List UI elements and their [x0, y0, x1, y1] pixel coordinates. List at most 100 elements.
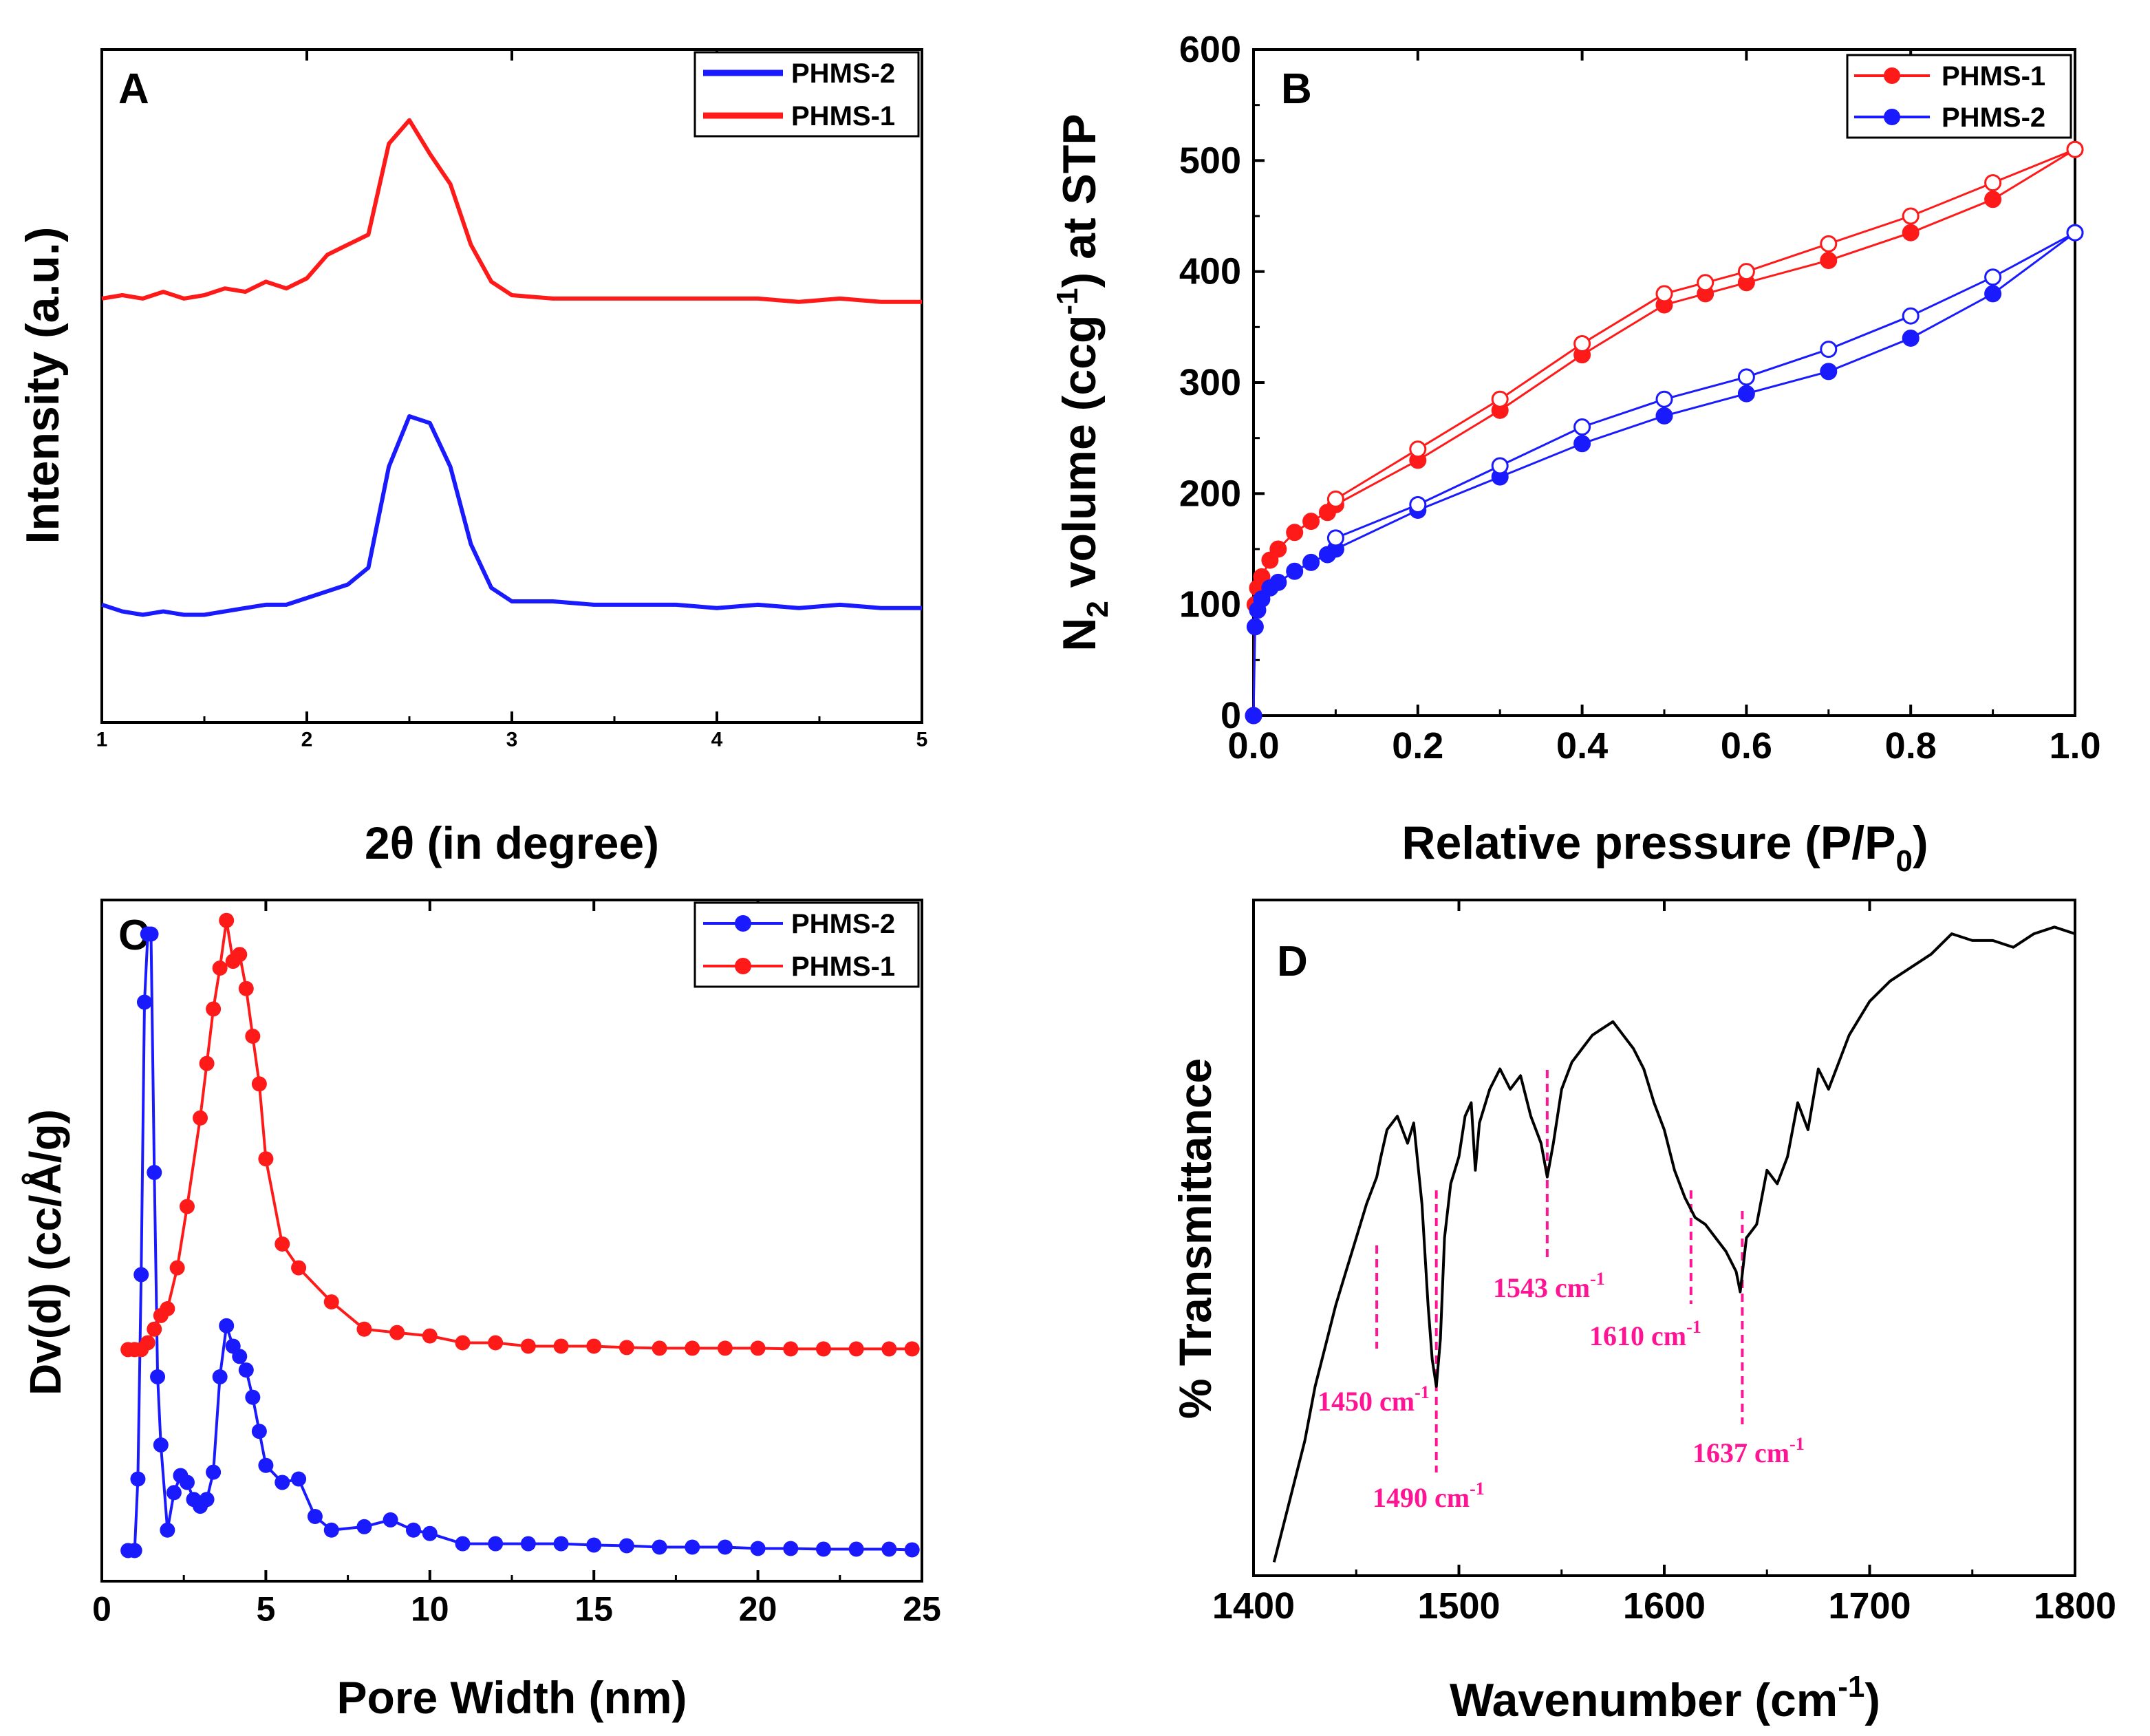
data-point	[1269, 573, 1287, 591]
data-point	[1655, 407, 1673, 425]
data-point	[553, 1536, 569, 1552]
series-line	[1335, 148, 2076, 500]
data-point	[405, 1522, 421, 1538]
data-point	[133, 1267, 149, 1283]
data-point	[258, 1151, 274, 1167]
x-tick-label: 1500	[1417, 1585, 1500, 1627]
annotation-label: 1490 cm-1	[1373, 1479, 1485, 1513]
data-point	[1737, 385, 1755, 403]
panel-d-x-axis-title-end: )	[1864, 1674, 1880, 1726]
data-point	[1286, 562, 1304, 580]
x-tick-label: 0.2	[1392, 725, 1443, 767]
panel-a-legend-box	[694, 51, 920, 138]
data-point	[291, 1260, 307, 1276]
data-point	[717, 1340, 733, 1356]
data-point	[1737, 368, 1755, 386]
data-point	[143, 926, 159, 942]
x-tick-label: 5	[916, 729, 928, 751]
x-tick-label: 1	[96, 729, 108, 751]
panel-a-label: A	[118, 65, 149, 113]
legend-label-phms-2: PHMS-2	[1942, 103, 2045, 133]
data-point	[652, 1340, 667, 1356]
data-point	[258, 1457, 274, 1473]
data-point	[219, 1318, 235, 1333]
x-tick-label: 1700	[1828, 1585, 1911, 1627]
data-point	[783, 1541, 799, 1556]
panel-c-y-axis-title: Dv(d) (cc/Å/g)	[21, 1109, 70, 1395]
panel-b-series	[1245, 140, 2084, 725]
data-point	[1655, 285, 1673, 303]
data-point	[199, 1492, 215, 1508]
data-point	[275, 1475, 290, 1490]
data-point	[232, 947, 248, 963]
data-point	[422, 1328, 438, 1344]
data-point	[750, 1541, 766, 1556]
y-tick-label: 0	[1221, 695, 1241, 736]
x-tick-label: 20	[739, 1590, 777, 1629]
panel-b-y-axis-title-sup: -1	[1051, 288, 1084, 314]
data-point	[323, 1522, 339, 1538]
series-line-phms-2	[128, 932, 912, 1552]
data-point	[206, 1001, 222, 1017]
x-tick-label: 25	[903, 1590, 941, 1629]
panel-b-x-axis-title-sub: 0	[1895, 844, 1912, 878]
panel-b: B 0.0 0.2 0.4 0.6 0.8 1.00100200300400500600 …	[1051, 29, 2101, 878]
data-point	[1246, 618, 1264, 636]
data-point	[488, 1335, 504, 1351]
panel-d-y-axis-title: % Transmittance	[1170, 1058, 1221, 1419]
x-tick-label: 0.4	[1556, 725, 1608, 767]
x-tick-label: 0.0	[1227, 725, 1279, 767]
data-point	[251, 1076, 267, 1092]
data-point	[130, 1471, 146, 1487]
data-point	[245, 1389, 261, 1405]
legend-marker-phms-1	[1884, 67, 1900, 84]
ftir-spectrum-line	[1272, 925, 2076, 1563]
panel-c-frame	[100, 899, 923, 1583]
data-point	[238, 1362, 254, 1378]
data-point	[147, 1321, 162, 1337]
data-point	[586, 1537, 602, 1553]
x-tick-label: 10	[411, 1590, 449, 1629]
panel-b-x-axis-title: Relative pressure (P/P0)	[1401, 817, 1928, 878]
panel-d-series	[1272, 925, 2076, 1563]
annotation-label: 1450 cm-1	[1318, 1382, 1430, 1417]
data-point	[1573, 335, 1591, 353]
panel-d-ticks: 1400 1500 1600 1700 1800	[1212, 900, 2116, 1627]
data-point	[179, 1199, 195, 1214]
data-point	[1269, 540, 1287, 558]
panel-b-y-axis-title-end: ) at STP	[1053, 114, 1106, 288]
data-point	[232, 1349, 248, 1364]
data-point	[1902, 207, 1920, 225]
data-point	[356, 1321, 372, 1337]
series-line	[1335, 231, 2076, 539]
panel-d-annotations: 1450 cm-1 1490 cm-1 1543 cm-1 1610 cm-1 1637…	[1318, 1070, 1805, 1513]
data-point	[193, 1110, 208, 1126]
data-point	[1573, 418, 1591, 436]
data-point	[1302, 513, 1320, 531]
panel-b-legend-box	[1846, 54, 2072, 139]
x-tick-label: 0.6	[1721, 725, 1772, 767]
data-point	[179, 1475, 195, 1490]
legend-label-phms-2: PHMS-2	[791, 58, 895, 89]
data-point	[1737, 263, 1755, 281]
data-point	[815, 1541, 831, 1557]
panel-a-legend: PHMS-2 PHMS-1	[694, 51, 920, 138]
data-point	[553, 1338, 569, 1354]
legend-marker-phms-1	[735, 958, 751, 974]
data-point	[136, 994, 152, 1010]
panel-b-x-axis-title-end: )	[1913, 817, 1928, 869]
data-point	[160, 1301, 175, 1316]
series-line	[1252, 148, 2076, 716]
legend-label-phms-1: PHMS-1	[1942, 61, 2045, 92]
data-point	[383, 1512, 398, 1528]
panel-b-y-axis-title-sub: 2	[1081, 601, 1115, 617]
panel-c-legend-box	[694, 901, 920, 988]
data-point	[881, 1541, 897, 1557]
x-tick-label: 0.8	[1885, 725, 1937, 767]
data-point	[1286, 524, 1304, 542]
data-point	[323, 1294, 339, 1310]
data-point	[206, 1464, 222, 1480]
data-point	[153, 1437, 169, 1453]
x-tick-label: 1.0	[2049, 725, 2100, 767]
